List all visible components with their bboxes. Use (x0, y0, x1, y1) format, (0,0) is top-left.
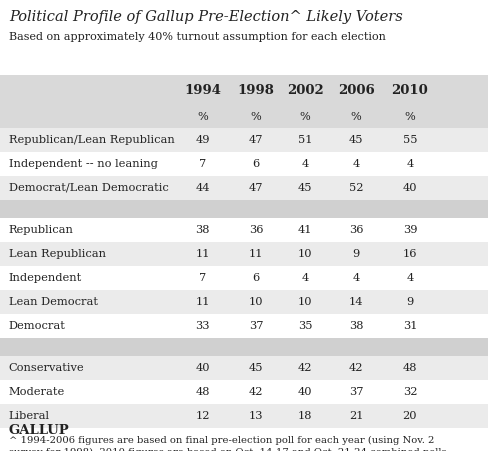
Text: 10: 10 (298, 249, 312, 259)
Text: 4: 4 (407, 273, 413, 283)
Text: 11: 11 (195, 249, 210, 259)
Text: %: % (351, 112, 362, 123)
Text: 36: 36 (349, 225, 364, 235)
Text: Lean Democrat: Lean Democrat (9, 297, 98, 307)
Bar (0, 314, 488, 338)
Text: GALLUP: GALLUP (9, 423, 69, 437)
Text: 2010: 2010 (391, 84, 428, 97)
Bar (0, 200, 488, 218)
Text: 44: 44 (195, 183, 210, 193)
Text: 18: 18 (298, 411, 312, 421)
Text: 38: 38 (349, 321, 364, 331)
Text: 47: 47 (249, 135, 264, 145)
Text: 49: 49 (195, 135, 210, 145)
Bar (0, 128, 488, 152)
Text: 12: 12 (195, 411, 210, 421)
Bar (0, 75, 488, 107)
Text: 9: 9 (407, 297, 413, 307)
Text: 16: 16 (403, 249, 417, 259)
Text: 21: 21 (349, 411, 364, 421)
Text: 37: 37 (249, 321, 264, 331)
Text: 40: 40 (195, 363, 210, 373)
Bar (0, 404, 488, 428)
Text: 11: 11 (195, 297, 210, 307)
Bar (0, 107, 488, 128)
Text: 10: 10 (249, 297, 264, 307)
Text: 45: 45 (349, 135, 364, 145)
Bar (0, 176, 488, 200)
Text: 40: 40 (298, 387, 312, 397)
Text: 42: 42 (298, 363, 312, 373)
Text: Conservative: Conservative (9, 363, 84, 373)
Text: %: % (197, 112, 208, 123)
Text: 20: 20 (403, 411, 417, 421)
Text: ^ 1994-2006 figures are based on final pre-election poll for each year (using No: ^ 1994-2006 figures are based on final p… (9, 436, 449, 451)
Text: Independent -- no leaning: Independent -- no leaning (9, 159, 158, 169)
Text: 45: 45 (249, 363, 264, 373)
Text: 11: 11 (249, 249, 264, 259)
Text: Political Profile of Gallup Pre-Election^ Likely Voters: Political Profile of Gallup Pre-Election… (9, 10, 403, 24)
Text: 51: 51 (298, 135, 312, 145)
Text: 1994: 1994 (184, 84, 221, 97)
Text: 48: 48 (195, 387, 210, 397)
Text: 4: 4 (302, 273, 308, 283)
Text: 32: 32 (403, 387, 417, 397)
Bar (0, 266, 488, 290)
Text: 42: 42 (349, 363, 364, 373)
Text: Democrat/Lean Democratic: Democrat/Lean Democratic (9, 183, 168, 193)
Text: 38: 38 (195, 225, 210, 235)
Text: Moderate: Moderate (9, 387, 65, 397)
Text: 7: 7 (199, 273, 206, 283)
Text: Republican/Lean Republican: Republican/Lean Republican (9, 135, 175, 145)
Text: Independent: Independent (9, 273, 82, 283)
Text: 13: 13 (249, 411, 264, 421)
Text: 42: 42 (249, 387, 264, 397)
Text: 40: 40 (403, 183, 417, 193)
Text: 47: 47 (249, 183, 264, 193)
Bar (0, 152, 488, 176)
Bar (0, 218, 488, 242)
Text: %: % (405, 112, 415, 123)
Text: 52: 52 (349, 183, 364, 193)
Text: 33: 33 (195, 321, 210, 331)
Bar (0, 242, 488, 266)
Text: 4: 4 (407, 159, 413, 169)
Text: 1998: 1998 (238, 84, 275, 97)
Text: %: % (251, 112, 262, 123)
Text: 48: 48 (403, 363, 417, 373)
Text: 2006: 2006 (338, 84, 375, 97)
Text: 9: 9 (353, 249, 360, 259)
Text: 4: 4 (353, 159, 360, 169)
Bar (0, 290, 488, 314)
Text: %: % (300, 112, 310, 123)
Text: 10: 10 (298, 297, 312, 307)
Text: 6: 6 (253, 159, 260, 169)
Text: 6: 6 (253, 273, 260, 283)
Text: Based on approximately 40% turnout assumption for each election: Based on approximately 40% turnout assum… (9, 32, 386, 42)
Text: 37: 37 (349, 387, 364, 397)
Bar (0, 380, 488, 404)
Text: 55: 55 (403, 135, 417, 145)
Text: 14: 14 (349, 297, 364, 307)
Text: Democrat: Democrat (9, 321, 66, 331)
Text: 7: 7 (199, 159, 206, 169)
Text: Lean Republican: Lean Republican (9, 249, 106, 259)
Bar (0, 356, 488, 380)
Text: 45: 45 (298, 183, 312, 193)
Text: 41: 41 (298, 225, 312, 235)
Text: 31: 31 (403, 321, 417, 331)
Text: 4: 4 (353, 273, 360, 283)
Text: Republican: Republican (9, 225, 74, 235)
Text: 36: 36 (249, 225, 264, 235)
Bar (0, 338, 488, 356)
Text: 4: 4 (302, 159, 308, 169)
Text: Liberal: Liberal (9, 411, 50, 421)
Text: 35: 35 (298, 321, 312, 331)
Text: 2002: 2002 (286, 84, 324, 97)
Text: 39: 39 (403, 225, 417, 235)
